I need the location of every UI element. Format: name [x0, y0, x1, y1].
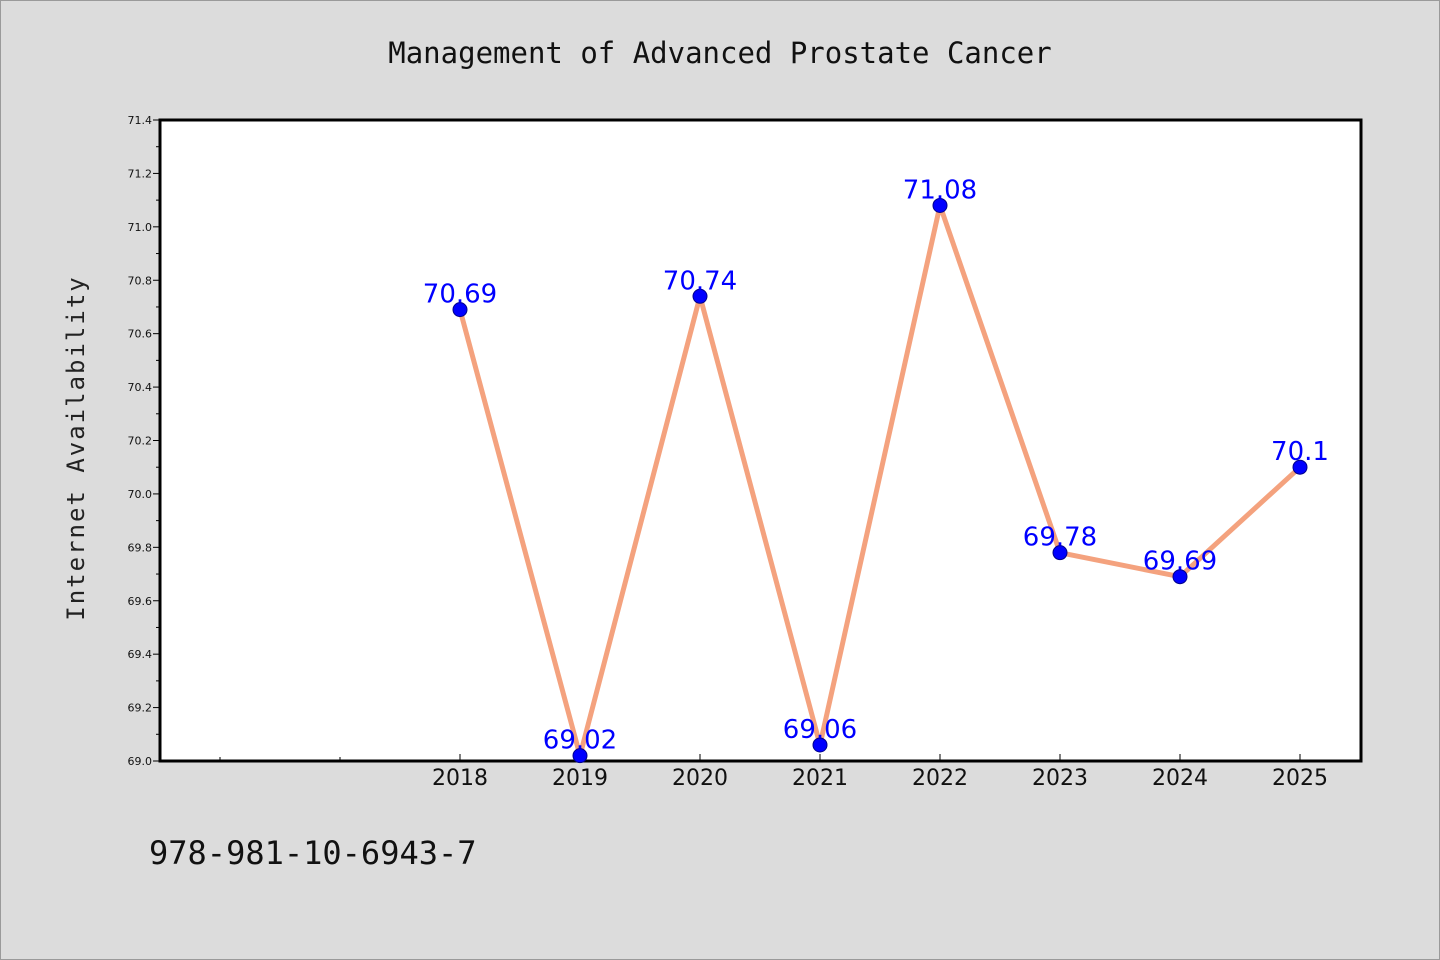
x-tick-label: 2023 — [1032, 766, 1088, 791]
y-tick-label: 69.4 — [128, 648, 153, 661]
y-tick-label: 69.8 — [128, 541, 153, 554]
x-tick-label: 2018 — [432, 766, 488, 791]
x-tick-label: 2019 — [552, 766, 608, 791]
y-tick-label: 70.6 — [128, 328, 153, 341]
y-tick-label: 70.0 — [128, 488, 153, 501]
data-label: 69.78 — [1023, 523, 1097, 553]
y-tick-label: 71.4 — [128, 114, 153, 127]
data-label: 69.06 — [783, 715, 857, 745]
data-point — [932, 197, 948, 213]
y-tick-label: 70.2 — [128, 435, 153, 448]
data-point — [812, 737, 828, 753]
data-label: 70.69 — [423, 280, 497, 310]
data-point — [1052, 545, 1068, 561]
y-tick-label: 69.2 — [128, 702, 153, 715]
y-tick-label: 70.8 — [128, 274, 153, 287]
series-group: 70.69 69.02 70.74 69.06 71.08 69.78 69.69 70.1 — [423, 175, 1329, 764]
data-label: 70.74 — [663, 266, 737, 296]
data-point — [1172, 569, 1188, 585]
data-point — [452, 302, 468, 318]
x-tick-label: 2024 — [1152, 766, 1208, 791]
y-axis: 69.0 69.2 69.4 69.6 69.8 70.0 70.2 70.4 70.6 70.8… — [128, 114, 160, 768]
isbn-text: 978-981-10-6943-7 — [149, 834, 477, 872]
data-label: 70.1 — [1271, 437, 1329, 467]
series-line — [457, 202, 1302, 759]
x-tick-label: 2025 — [1272, 766, 1328, 791]
x-axis: 2018 2019 2020 2021 2022 2023 2024 2025 — [219, 754, 1328, 791]
y-tick-label: 71.2 — [128, 167, 153, 180]
data-point — [1292, 459, 1308, 475]
x-tick-label: 2020 — [672, 766, 728, 791]
data-point — [692, 288, 708, 304]
data-label: 71.08 — [903, 175, 977, 205]
y-tick-label: 70.4 — [128, 381, 153, 394]
x-tick-label: 2022 — [912, 766, 968, 791]
y-tick-label: 69.6 — [128, 595, 153, 608]
y-tick-label: 71.0 — [128, 221, 153, 234]
y-axis-label: Internet Availability — [62, 275, 90, 620]
x-tick-label: 2021 — [792, 766, 848, 791]
chart-title: Management of Advanced Prostate Cancer — [388, 36, 1051, 70]
y-tick-label: 69.0 — [128, 755, 153, 768]
data-label: 69.02 — [543, 726, 617, 756]
data-label: 69.69 — [1143, 547, 1217, 577]
plot-area — [158, 118, 1363, 763]
data-point — [572, 748, 588, 764]
